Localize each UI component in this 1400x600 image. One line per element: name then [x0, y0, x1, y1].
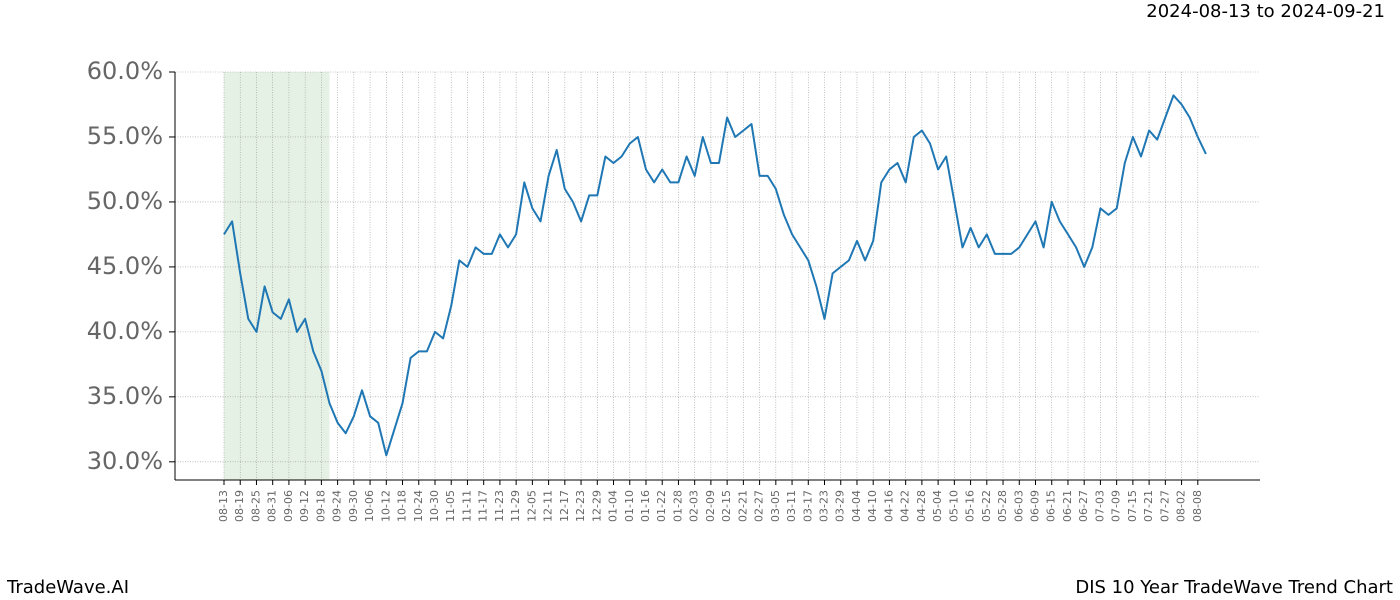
x-tick-label: 04-04 — [850, 490, 863, 522]
x-tick-label: 01-22 — [655, 490, 668, 522]
x-tick-label: 10-12 — [379, 490, 392, 522]
y-tick-label: 60.0% — [87, 57, 163, 85]
x-tick-label: 12-05 — [525, 490, 538, 522]
x-tick-label: 12-17 — [558, 490, 571, 522]
x-tick-label: 01-04 — [607, 490, 620, 522]
x-tick-label: 11-29 — [509, 490, 522, 522]
x-tick-label: 05-16 — [964, 490, 977, 522]
y-tick-label: 50.0% — [87, 187, 163, 215]
x-tick-label: 08-19 — [233, 490, 246, 522]
x-tick-label: 03-17 — [801, 490, 814, 522]
x-tick-label: 02-09 — [704, 490, 717, 522]
watermark: TradeWave.AI — [6, 577, 129, 598]
x-tick-label: 04-10 — [866, 490, 879, 522]
x-tick-label: 07-09 — [1110, 490, 1123, 522]
chart-title: DIS 10 Year TradeWave Trend Chart — [1075, 577, 1393, 598]
x-tick-label: 06-21 — [1061, 490, 1074, 522]
y-tick-label: 45.0% — [87, 252, 163, 280]
x-tick-label: 07-21 — [1142, 490, 1155, 522]
x-tick-label: 08-02 — [1175, 490, 1188, 522]
x-tick-label: 08-13 — [217, 490, 230, 522]
y-tick-label: 55.0% — [87, 122, 163, 150]
x-tick-label: 11-23 — [493, 490, 506, 522]
x-tick-label: 09-06 — [282, 490, 295, 522]
x-tick-label: 12-23 — [574, 490, 587, 522]
x-tick-label: 02-03 — [688, 490, 701, 522]
x-tick-label: 07-15 — [1126, 490, 1139, 522]
date-range: 2024-08-13 to 2024-09-21 — [1146, 1, 1385, 22]
x-tick-label: 01-28 — [671, 490, 684, 522]
x-tick-label: 10-18 — [396, 490, 409, 522]
x-tick-label: 02-27 — [753, 490, 766, 522]
x-tick-label: 10-06 — [363, 490, 376, 522]
x-tick-label: 09-18 — [314, 490, 327, 522]
x-tick-label: 09-30 — [347, 490, 360, 522]
x-tick-label: 10-24 — [412, 490, 425, 522]
x-tick-label: 06-15 — [1045, 490, 1058, 522]
x-tick-label: 01-16 — [639, 490, 652, 522]
x-tick-label: 03-29 — [834, 490, 847, 522]
x-tick-label: 08-08 — [1191, 490, 1204, 522]
x-tick-label: 10-30 — [428, 490, 441, 522]
x-tick-label: 06-09 — [1029, 490, 1042, 522]
x-tick-label: 06-27 — [1077, 490, 1090, 522]
y-tick-label: 30.0% — [87, 447, 163, 475]
x-tick-label: 09-24 — [331, 490, 344, 522]
line — [223, 94, 1207, 457]
x-tick-label: 04-28 — [915, 490, 928, 522]
x-tick-label: 08-31 — [266, 490, 279, 522]
y-tick-label: 35.0% — [87, 382, 163, 410]
x-tick-label: 02-21 — [736, 490, 749, 522]
x-tick-label: 12-11 — [542, 490, 555, 522]
x-tick-label: 05-04 — [931, 490, 944, 522]
x-tick-label: 05-28 — [996, 490, 1009, 522]
x-tick-label: 07-03 — [1093, 490, 1106, 522]
x-tick-label: 11-11 — [460, 490, 473, 522]
x-tick-label: 03-05 — [769, 490, 782, 522]
x-tick-label: 02-15 — [720, 490, 733, 522]
x-tick-label: 01-10 — [623, 490, 636, 522]
x-tick-label: 05-22 — [980, 490, 993, 522]
x-tick-label: 11-17 — [477, 490, 490, 522]
x-tick-label: 03-23 — [818, 490, 831, 522]
x-tick-label: 09-12 — [298, 490, 311, 522]
x-tick-label: 05-10 — [947, 490, 960, 522]
x-tick-label: 08-25 — [249, 490, 262, 522]
y-tick-label: 40.0% — [87, 317, 163, 345]
x-tick-label: 03-11 — [785, 490, 798, 522]
x-tick-label: 06-03 — [1012, 490, 1025, 522]
x-tick-label: 11-05 — [444, 490, 457, 522]
x-tick-label: 07-27 — [1158, 490, 1171, 522]
x-tick-label: 04-22 — [899, 490, 912, 522]
x-tick-label: 12-29 — [590, 490, 603, 522]
x-tick-label: 04-16 — [882, 490, 895, 522]
